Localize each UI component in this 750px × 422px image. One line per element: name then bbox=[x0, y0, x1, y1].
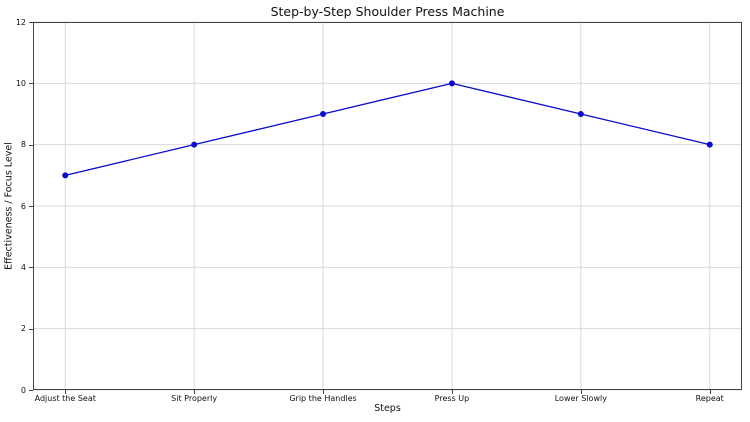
x-tick-mark bbox=[194, 390, 196, 394]
x-tick-label: Press Up bbox=[434, 394, 470, 403]
plot-area bbox=[33, 21, 742, 391]
data-point bbox=[448, 80, 455, 87]
x-tick-mark bbox=[65, 390, 67, 394]
y-tick-label: 4 bbox=[20, 262, 26, 272]
y-tick-mark bbox=[29, 328, 33, 330]
data-point bbox=[62, 172, 69, 179]
data-point bbox=[577, 111, 584, 117]
x-tick-label: Grip the Handles bbox=[289, 394, 357, 403]
chart-title: Step-by-Step Shoulder Press Machine bbox=[270, 4, 505, 19]
x-tick-mark bbox=[323, 390, 325, 394]
x-tick-label: Repeat bbox=[695, 394, 724, 403]
data-point bbox=[320, 111, 327, 117]
y-tick-label: 2 bbox=[20, 324, 26, 334]
x-axis-label: Steps bbox=[374, 403, 401, 414]
y-tick-mark bbox=[29, 206, 33, 207]
y-tick-label: 0 bbox=[20, 385, 26, 395]
y-tick-label: 10 bbox=[15, 78, 26, 88]
data-point bbox=[706, 141, 713, 148]
y-tick-mark bbox=[29, 22, 33, 23]
x-tick-label: Lower Slowly bbox=[554, 394, 607, 403]
y-tick-label: 8 bbox=[20, 140, 26, 150]
plot-border bbox=[33, 22, 742, 390]
x-tick-mark bbox=[451, 390, 453, 394]
x-tick-label: Adjust the Seat bbox=[34, 394, 96, 403]
x-tick-mark bbox=[709, 390, 711, 394]
y-tick-mark bbox=[29, 267, 33, 269]
x-tick-label: Sit Properly bbox=[171, 394, 218, 403]
y-tick-mark bbox=[29, 83, 33, 85]
data-line bbox=[65, 82, 710, 176]
data-point bbox=[191, 141, 198, 148]
y-tick-mark bbox=[29, 390, 33, 391]
y-tick-label: 12 bbox=[15, 17, 26, 27]
x-tick-mark bbox=[580, 390, 582, 394]
y-tick-mark bbox=[29, 144, 33, 146]
y-tick-label: 6 bbox=[20, 201, 26, 211]
